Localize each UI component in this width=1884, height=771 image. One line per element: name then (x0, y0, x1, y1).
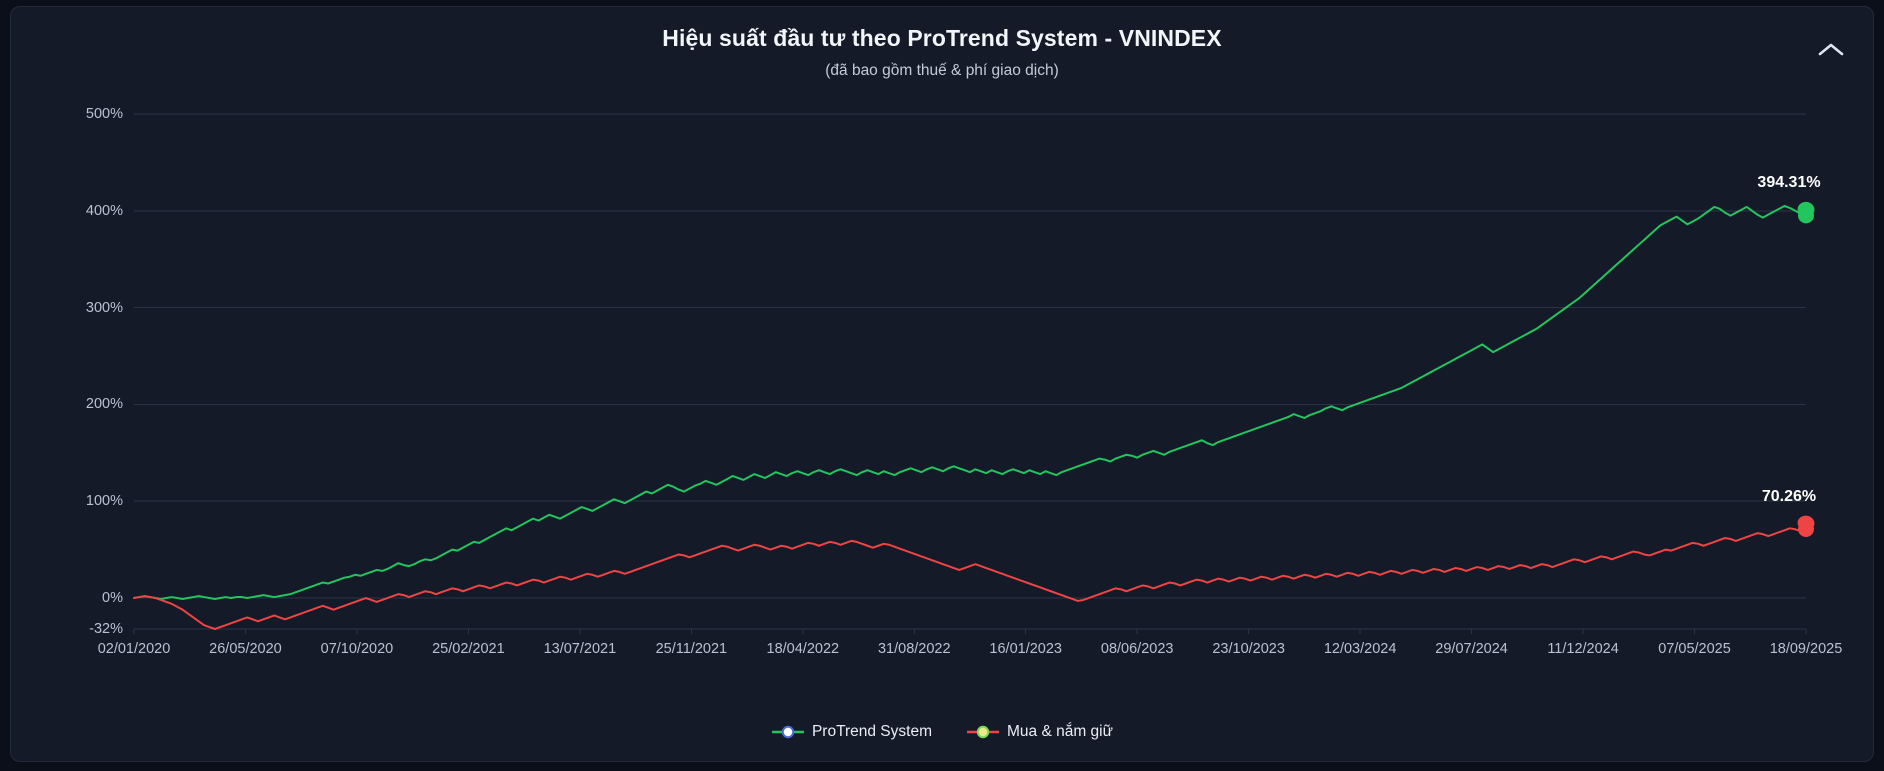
x-axis-tick-label: 13/07/2021 (543, 641, 617, 657)
chevron-up-icon[interactable] (1811, 33, 1851, 67)
x-axis-tick-label: 25/02/2021 (432, 641, 505, 657)
x-axis-tick-label: 23/10/2023 (1212, 641, 1285, 657)
legend-item-buyhold[interactable]: Mua & nắm giữ (966, 723, 1113, 741)
x-axis-tick-label: 07/10/2020 (320, 641, 394, 657)
plot-area: 500% 400% 300% 200% 100% 0% -32% 02/01/2020 26/… (11, 7, 1873, 761)
x-axis-tick-label: 31/08/2022 (877, 641, 951, 657)
x-axis-tick-label: 25/11/2021 (655, 641, 728, 657)
y-axis-tick-label: -32% (89, 621, 123, 637)
x-axis-tick-label: 16/01/2023 (989, 641, 1063, 657)
legend-line-dot-icon (771, 725, 804, 739)
chart-subtitle: (đã bao gồm thuế & phí giao dịch) (825, 62, 1059, 79)
x-axis-tick-label: 02/01/2020 (97, 641, 171, 657)
legend-item-label: Mua & nắm giữ (1007, 723, 1114, 740)
y-axis-tick-label: 100% (85, 493, 123, 510)
x-axis-tick-label: 08/06/2023 (1100, 641, 1174, 657)
performance-chart-card: Hiệu suất đầu tư theo ProTrend System - … (10, 6, 1874, 762)
x-axis-tick-label: 11/12/2024 (1547, 641, 1619, 657)
legend-item-protrend[interactable]: ProTrend System (771, 723, 932, 741)
buyhold-end-value: 70.26% (1761, 488, 1817, 505)
legend-item-label: ProTrend System (811, 723, 932, 740)
y-axis-tick-label: 400% (85, 202, 123, 219)
chart-legend: ProTrend System Mua & nắm giữ (11, 723, 1873, 741)
protrend-end-value: 394.31% (1757, 174, 1821, 192)
x-axis-tick-label: 18/04/2022 (766, 641, 840, 657)
y-axis-tick-label: 200% (85, 396, 123, 413)
x-axis-tick-label: 07/05/2025 (1658, 641, 1731, 657)
y-axis-tick-label: 0% (102, 590, 123, 607)
x-axis-tick-label: 12/03/2024 (1323, 641, 1397, 657)
legend-line-dot-icon (967, 725, 999, 739)
y-axis-tick-label: 300% (85, 299, 123, 316)
chart-canvas (133, 113, 1815, 634)
y-axis-tick-label: 500% (85, 106, 123, 122)
page-title: Hiệu suất đầu tư theo ProTrend System - … (662, 25, 1222, 51)
x-axis-tick-label: 29/07/2024 (1435, 641, 1508, 657)
x-axis-tick-label: 26/05/2020 (209, 641, 282, 657)
x-axis-tick-label: 18/09/2025 (1769, 641, 1843, 657)
